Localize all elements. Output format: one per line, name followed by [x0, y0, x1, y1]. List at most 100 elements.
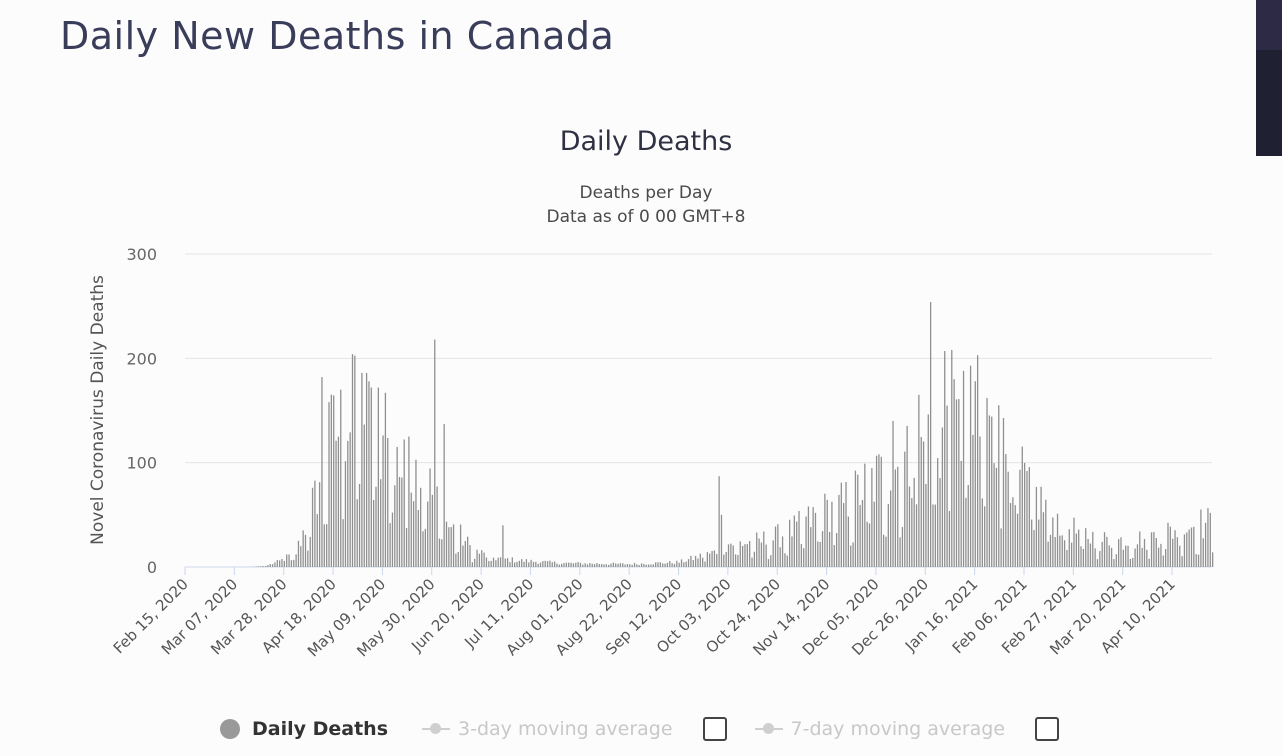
bar — [293, 559, 295, 567]
legend-item-3day[interactable]: 3-day moving average — [422, 717, 755, 741]
bar — [1073, 517, 1075, 567]
bar — [878, 454, 880, 567]
bar — [1160, 543, 1162, 567]
bar — [582, 564, 584, 567]
bar — [1179, 545, 1181, 567]
bar — [1110, 547, 1113, 567]
bar — [882, 534, 885, 567]
bar — [1129, 558, 1132, 567]
bar — [784, 553, 786, 567]
bar — [1183, 534, 1186, 567]
bar — [514, 562, 516, 567]
bar — [1157, 547, 1160, 567]
bar — [311, 487, 314, 567]
bar — [363, 424, 365, 567]
bar — [344, 461, 347, 567]
bar — [1113, 559, 1115, 567]
bar — [1197, 554, 1200, 567]
bar — [1089, 543, 1092, 567]
legend-item-7day[interactable]: 7-day moving average — [754, 717, 1088, 741]
bar — [403, 439, 405, 567]
bar — [469, 545, 471, 567]
bar — [913, 477, 915, 567]
bar — [1165, 549, 1167, 567]
bars — [246, 301, 1214, 567]
bar — [1176, 537, 1179, 567]
bar — [756, 532, 758, 567]
bar — [255, 566, 257, 567]
bar — [401, 477, 403, 567]
bar — [443, 424, 445, 567]
bar — [600, 564, 603, 567]
bar — [436, 486, 438, 567]
bar — [852, 542, 854, 567]
bar — [1054, 537, 1056, 567]
bar — [709, 553, 711, 567]
bar — [720, 514, 723, 567]
bar — [551, 562, 553, 567]
bar — [396, 447, 398, 567]
bar — [1101, 541, 1103, 567]
bar — [318, 482, 321, 567]
bar — [718, 476, 720, 567]
bar — [1195, 554, 1197, 567]
bar — [972, 434, 974, 567]
bar — [965, 497, 967, 567]
bar — [570, 562, 572, 567]
y-tick-label: 300 — [126, 245, 157, 264]
bar — [819, 541, 821, 567]
bar — [464, 541, 466, 567]
bar — [488, 561, 490, 567]
bar — [859, 505, 861, 567]
bar — [335, 440, 337, 567]
bar — [1143, 539, 1146, 567]
bar — [746, 544, 748, 567]
bar — [412, 501, 415, 567]
bar — [281, 558, 283, 567]
bar — [821, 531, 824, 567]
bar — [922, 441, 925, 567]
bar — [640, 563, 643, 567]
bar — [297, 540, 300, 567]
legend-item-daily-deaths[interactable]: Daily Deaths — [220, 718, 422, 740]
bar — [389, 523, 391, 567]
bar — [1000, 528, 1002, 567]
bar — [586, 564, 589, 567]
bar — [636, 564, 638, 567]
bar — [525, 559, 528, 567]
bar — [429, 468, 431, 567]
bar — [1188, 529, 1190, 567]
bar — [894, 469, 897, 567]
bar — [958, 399, 960, 567]
bar — [262, 566, 264, 567]
bar — [1108, 545, 1110, 567]
bar — [593, 564, 596, 567]
bar — [478, 553, 481, 567]
bar — [1075, 533, 1077, 567]
bar — [356, 499, 358, 567]
bar — [915, 504, 918, 567]
bar — [732, 545, 734, 567]
bar — [753, 551, 756, 567]
chart-title: Daily Deaths — [560, 126, 733, 157]
bar — [321, 377, 323, 567]
y-axis-label: Novel Coronavirus Daily Deaths — [88, 275, 108, 545]
bar — [323, 524, 325, 567]
bar — [549, 560, 551, 567]
bar — [939, 478, 941, 567]
bar — [631, 564, 633, 567]
bar — [1009, 503, 1012, 567]
toggle-3day-checkbox[interactable] — [702, 717, 727, 741]
bar — [539, 562, 542, 567]
bar — [499, 557, 502, 567]
bar — [826, 499, 828, 567]
bar — [398, 477, 401, 567]
y-tick-label: 100 — [126, 454, 157, 473]
bar — [991, 416, 993, 567]
bar — [847, 516, 850, 567]
bar — [1148, 558, 1150, 567]
chart-subtitle-2: Data as of 0 00 GMT+8 — [546, 207, 745, 227]
toggle-7day-checkbox[interactable] — [1035, 717, 1060, 741]
bar — [361, 372, 363, 567]
bar — [375, 486, 377, 567]
